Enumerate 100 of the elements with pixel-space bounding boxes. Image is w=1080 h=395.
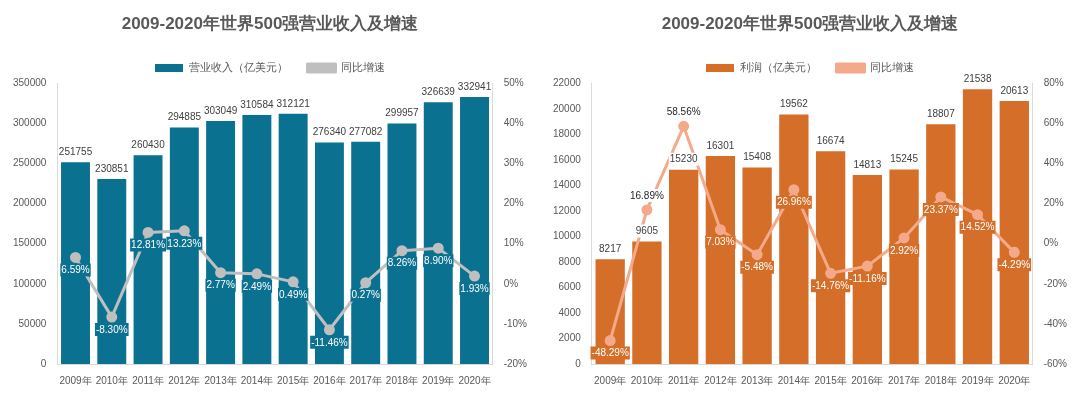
y-tick-label: 18000 <box>553 128 582 140</box>
data-label: 58.56% <box>666 106 701 118</box>
bar <box>242 115 272 364</box>
data-label: 312121 <box>276 97 311 109</box>
data-label: 15230 <box>669 153 698 165</box>
bar <box>387 123 417 364</box>
data-label: -11.46% <box>311 336 348 348</box>
data-label: 2.77% <box>206 279 235 291</box>
x-tick-label: 2014年 <box>240 374 273 386</box>
data-label: 23.37% <box>923 203 958 215</box>
x-tick-label: 2011年 <box>667 374 700 386</box>
y2-tick-label: 50% <box>503 77 524 89</box>
point <box>396 245 408 257</box>
data-label: 16.89% <box>629 189 664 201</box>
data-label: 6.59% <box>61 264 90 276</box>
y2-tick-label: -10% <box>503 317 528 329</box>
bar <box>460 97 489 364</box>
data-label: 332941 <box>457 80 492 92</box>
point <box>142 226 154 238</box>
data-label: 1.93% <box>460 282 489 294</box>
point <box>469 270 481 282</box>
chart-title: 2009-2020年世界500强营业收入及增速 <box>661 13 959 33</box>
point <box>1008 246 1020 258</box>
data-label: 14813 <box>853 158 882 170</box>
bar <box>423 102 453 364</box>
legend-label: 同比增速 <box>870 60 914 73</box>
data-label: 16301 <box>706 139 735 151</box>
point <box>751 249 763 261</box>
data-label: 12.81% <box>131 239 166 251</box>
data-label: 13.23% <box>167 237 202 249</box>
x-tick-label: 2011年 <box>132 374 164 386</box>
y-tick-label: 200000 <box>12 197 47 209</box>
data-label: 16674 <box>816 135 845 147</box>
point <box>178 225 190 237</box>
data-label: -11.16% <box>849 272 886 284</box>
point <box>714 224 726 236</box>
data-label: 0.49% <box>278 288 308 300</box>
y-tick-label: 10000 <box>553 230 582 242</box>
data-label: 26.96% <box>776 196 811 208</box>
y2-tick-label: -20% <box>503 357 528 369</box>
x-tick-label: 2012年 <box>168 374 201 386</box>
y2-tick-label: 40% <box>1043 157 1064 169</box>
x-tick-label: 2017年 <box>887 374 921 386</box>
y-tick-label: 100000 <box>12 277 47 289</box>
data-label: 277082 <box>349 125 383 137</box>
y-tick-label: 2000 <box>558 332 582 344</box>
data-label: 276340 <box>312 126 347 138</box>
x-tick-label: 2010年 <box>95 374 128 386</box>
bar <box>632 241 662 364</box>
y2-tick-label: 20% <box>503 197 524 209</box>
data-label: 260430 <box>131 138 166 150</box>
y-tick-label: 0 <box>40 357 47 369</box>
point <box>678 120 690 132</box>
y-tick-label: 250000 <box>12 157 47 169</box>
y-tick-label: 6000 <box>558 281 582 293</box>
x-tick-label: 2015年 <box>277 374 310 386</box>
data-label: 310584 <box>240 98 274 110</box>
data-label: -14.76% <box>811 280 850 292</box>
y-tick-label: 50000 <box>18 317 47 329</box>
data-label: 21538 <box>963 73 992 85</box>
bar <box>705 156 736 364</box>
point <box>287 276 299 288</box>
x-tick-label: 2020年 <box>458 374 491 386</box>
data-label: 294885 <box>167 111 202 123</box>
bar <box>278 113 308 364</box>
data-label: 15408 <box>743 151 772 163</box>
y-tick-label: 4000 <box>558 306 582 318</box>
y2-tick-label: 0% <box>1043 237 1059 249</box>
x-tick-label: 2018年 <box>924 374 957 386</box>
data-label: 15245 <box>890 153 919 165</box>
bar <box>889 169 919 364</box>
point <box>935 191 947 203</box>
bar <box>97 178 127 364</box>
bar <box>351 141 381 364</box>
data-label: 9605 <box>635 225 659 237</box>
data-label: 326639 <box>421 85 456 97</box>
y-tick-label: 14000 <box>553 179 582 191</box>
data-label: 14.52% <box>960 221 995 233</box>
data-label: 18807 <box>926 107 956 119</box>
data-label: 19562 <box>779 98 809 110</box>
data-label: -8.30% <box>95 323 128 335</box>
data-label: 0.27% <box>351 289 380 301</box>
x-tick-label: 2017年 <box>349 374 382 386</box>
point <box>641 204 653 216</box>
y-tick-label: 0 <box>575 357 582 369</box>
point <box>972 209 984 221</box>
bar <box>206 121 236 364</box>
x-tick-label: 2016年 <box>313 374 346 386</box>
data-label: -4.29% <box>998 259 1031 271</box>
data-label: 8.90% <box>424 254 453 266</box>
x-tick-label: 2020年 <box>998 374 1031 386</box>
bar <box>61 162 90 364</box>
point <box>215 267 227 279</box>
data-label: 8.26% <box>387 257 417 269</box>
y-tick-label: 12000 <box>553 204 582 216</box>
point <box>323 324 335 336</box>
x-tick-label: 2014年 <box>777 374 810 386</box>
point <box>861 260 873 272</box>
data-label: -48.29% <box>591 347 629 359</box>
x-tick-label: 2019年 <box>422 374 455 386</box>
